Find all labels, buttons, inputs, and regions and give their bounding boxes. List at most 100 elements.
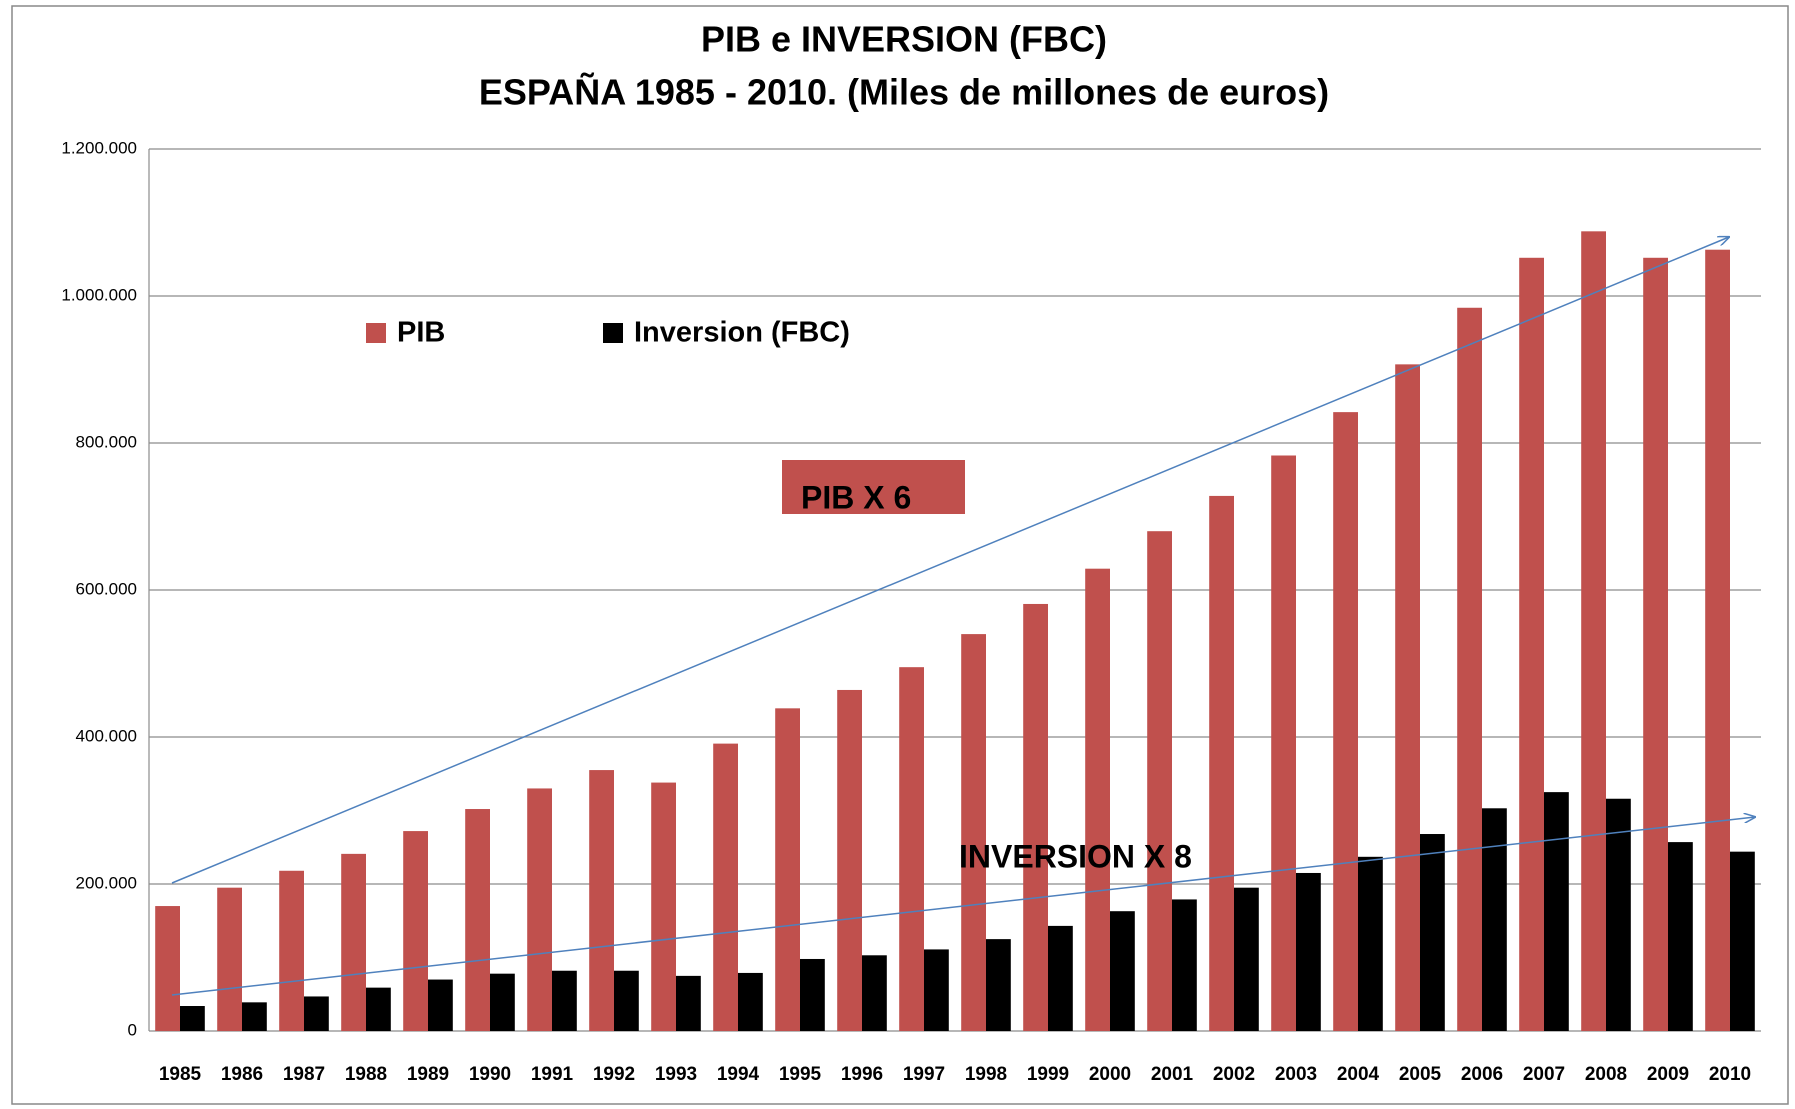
x-tick-label: 1993 xyxy=(655,1064,697,1085)
bar xyxy=(1457,307,1482,1031)
bar xyxy=(1395,364,1420,1032)
bar xyxy=(589,770,614,1031)
chart-subtitle: ESPAÑA 1985 - 2010. (Miles de millones d… xyxy=(479,71,1329,113)
bar xyxy=(1271,455,1296,1031)
bar xyxy=(428,979,453,1031)
x-tick-label: 2001 xyxy=(1151,1064,1194,1085)
bar xyxy=(1730,851,1755,1031)
x-tick-label: 2004 xyxy=(1337,1064,1380,1085)
y-tick-label: 0 xyxy=(128,1020,137,1039)
bar xyxy=(1668,842,1693,1031)
x-tick-label: 1988 xyxy=(345,1064,387,1085)
x-tick-label: 1997 xyxy=(903,1064,945,1085)
bar xyxy=(180,1006,205,1031)
legend-label: PIB xyxy=(397,317,445,349)
legend-swatch xyxy=(366,323,386,343)
x-tick-label: 1985 xyxy=(159,1064,202,1085)
y-tick-label: 600.000 xyxy=(76,579,137,598)
bar xyxy=(1023,603,1048,1031)
bar xyxy=(738,972,763,1031)
x-tick-label: 1992 xyxy=(593,1064,635,1085)
bar xyxy=(1172,899,1197,1031)
bars: 1985 1986 1987 1988 1989 1990 1991 1992 1993 1994… xyxy=(155,231,1755,1085)
bar xyxy=(304,996,329,1031)
x-tick-label: 2009 xyxy=(1647,1064,1689,1085)
bar xyxy=(490,973,515,1031)
x-tick-label: 1986 xyxy=(221,1064,263,1085)
x-tick-label: 1994 xyxy=(717,1064,760,1085)
bar xyxy=(1333,412,1358,1031)
x-tick-label: 1998 xyxy=(965,1064,1007,1085)
chart-title: PIB e INVERSION (FBC) xyxy=(701,19,1107,60)
y-tick-label: 200.000 xyxy=(76,873,137,892)
x-tick-label: 2008 xyxy=(1585,1064,1627,1085)
bar xyxy=(527,788,552,1031)
x-tick-label: 1990 xyxy=(469,1064,511,1085)
y-tick-label: 800.000 xyxy=(76,432,137,451)
bar xyxy=(899,667,924,1031)
bar xyxy=(1358,856,1383,1031)
bar xyxy=(837,689,862,1031)
x-tick-label: 1991 xyxy=(531,1064,574,1085)
y-tick-label: 1.000.000 xyxy=(61,285,137,304)
x-tick-label: 1995 xyxy=(779,1064,822,1085)
annotation: PIB X 6 xyxy=(801,479,911,515)
bar xyxy=(1209,495,1234,1031)
bar xyxy=(217,887,242,1031)
legend: PIB Inversion (FBC) xyxy=(366,317,850,349)
bar xyxy=(1420,834,1445,1031)
bar xyxy=(1482,808,1507,1031)
x-tick-label: 2007 xyxy=(1523,1064,1565,1085)
bar xyxy=(341,853,366,1031)
bar xyxy=(1606,798,1631,1031)
bar xyxy=(279,870,304,1031)
bar xyxy=(1643,257,1668,1031)
bar xyxy=(366,987,391,1031)
bar xyxy=(1085,568,1110,1031)
bar xyxy=(676,975,701,1031)
bar xyxy=(1705,249,1730,1031)
bar xyxy=(1110,911,1135,1031)
x-tick-label: 2005 xyxy=(1399,1064,1442,1085)
x-tick-label: 1987 xyxy=(283,1064,325,1085)
bar xyxy=(1147,531,1172,1031)
bar xyxy=(242,1002,267,1031)
y-tick-label: 400.000 xyxy=(76,726,137,745)
bar xyxy=(552,970,577,1031)
x-tick-label: 1999 xyxy=(1027,1064,1069,1085)
bar xyxy=(775,708,800,1031)
grid: 0 200.000 400.000 600.000 800.000 1.000.000 1.… xyxy=(61,138,1761,1039)
x-tick-label: 2000 xyxy=(1089,1064,1131,1085)
bar xyxy=(614,970,639,1031)
x-tick-label: 2006 xyxy=(1461,1064,1503,1085)
bar xyxy=(1296,872,1321,1031)
bar xyxy=(986,939,1011,1031)
bar xyxy=(713,743,738,1031)
bar xyxy=(800,958,825,1031)
trend-arrow xyxy=(171,237,1729,884)
trend-arrow xyxy=(171,817,1755,996)
bar xyxy=(1519,257,1544,1031)
x-tick-label: 1989 xyxy=(407,1064,449,1085)
legend-label: Inversion (FBC) xyxy=(634,317,850,349)
x-tick-label: 2003 xyxy=(1275,1064,1317,1085)
bar xyxy=(862,955,887,1031)
x-tick-label: 2002 xyxy=(1213,1064,1255,1085)
bar xyxy=(1581,231,1606,1031)
bar xyxy=(1048,925,1073,1031)
legend-swatch xyxy=(603,323,623,343)
bar xyxy=(465,809,490,1031)
bar xyxy=(651,782,676,1031)
annotation: INVERSION X 8 xyxy=(959,838,1192,874)
y-tick-label: 1.200.000 xyxy=(61,138,137,157)
bar xyxy=(403,831,428,1031)
x-tick-label: 2010 xyxy=(1709,1064,1751,1085)
bar xyxy=(1234,887,1259,1031)
annotation-box xyxy=(782,460,965,514)
bar xyxy=(155,906,180,1031)
x-tick-label: 1996 xyxy=(841,1064,883,1085)
bar xyxy=(961,634,986,1031)
bar xyxy=(1544,792,1569,1031)
bar xyxy=(924,949,949,1031)
